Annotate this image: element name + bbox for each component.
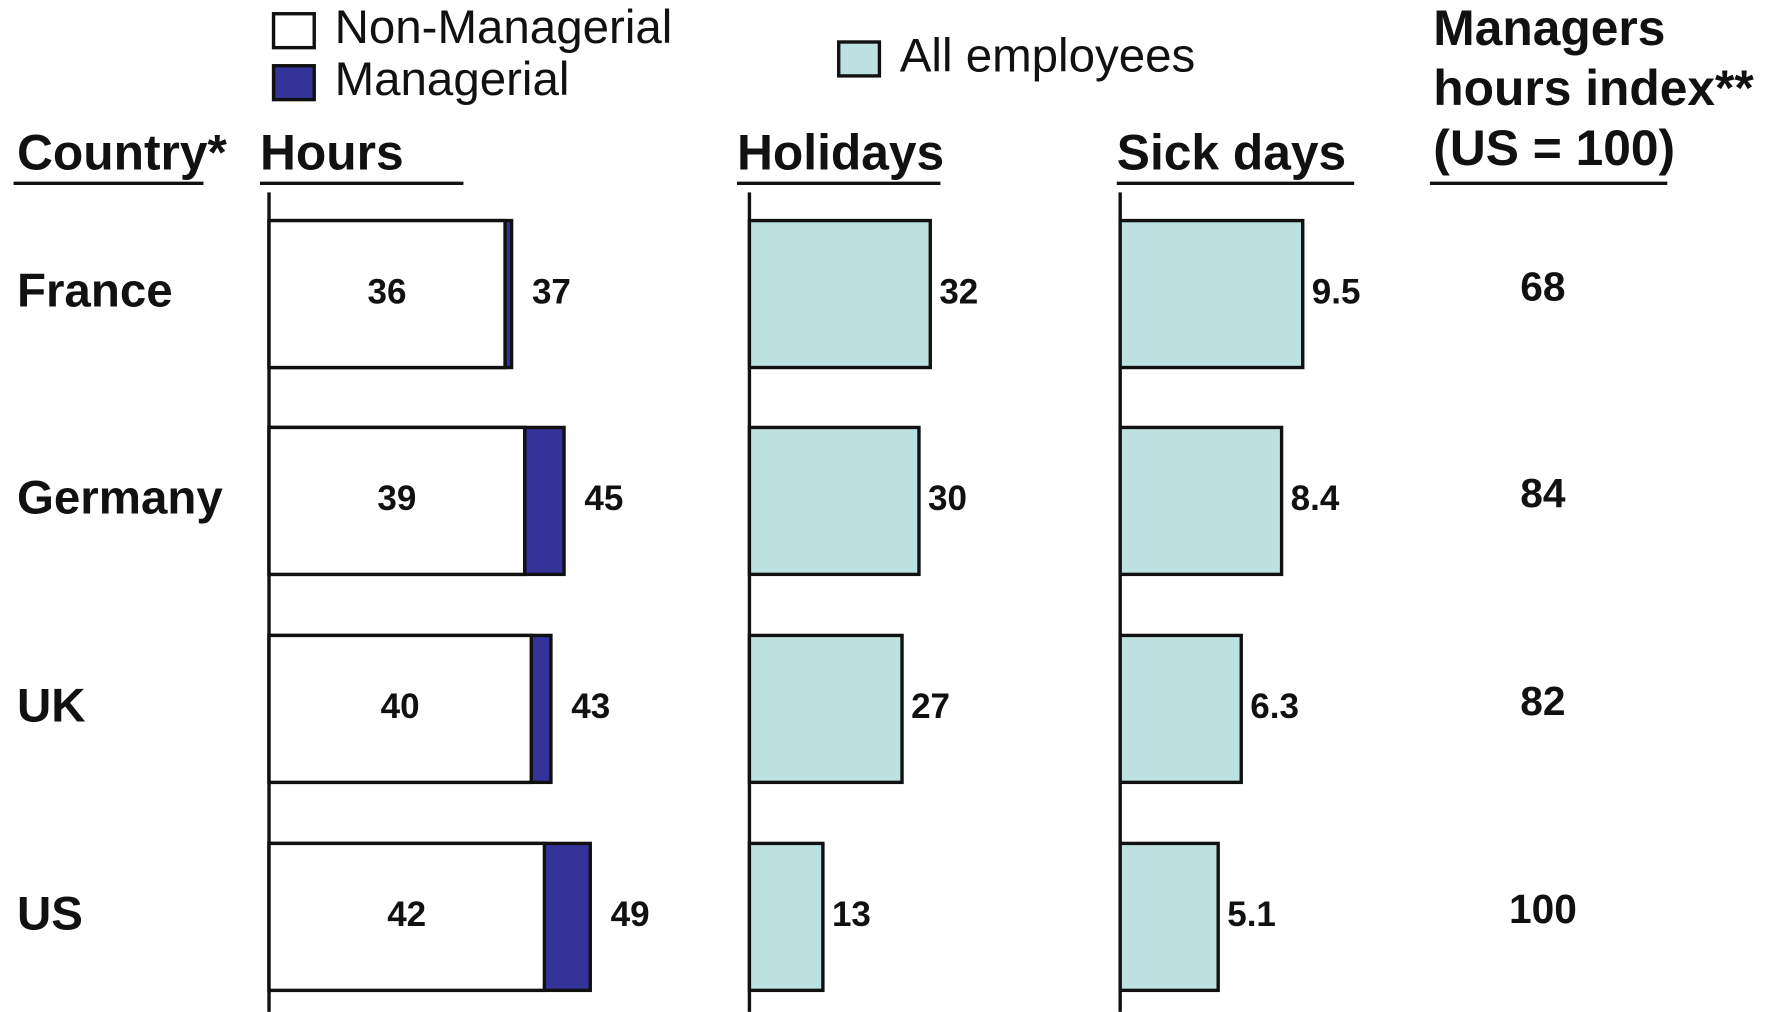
index-header: Managers (1433, 0, 1665, 56)
category-label: UK (17, 679, 86, 732)
legend-swatch (837, 40, 882, 78)
bar (1118, 841, 1220, 993)
bar (1118, 425, 1284, 577)
index-value: 84 (1520, 470, 1566, 516)
index-value: 68 (1520, 263, 1565, 309)
country-header: Country* (17, 124, 228, 180)
legend-swatch (271, 12, 316, 50)
category-label: US (17, 887, 83, 940)
index-header: (US = 100) (1433, 120, 1675, 176)
value-label: 13 (832, 895, 871, 934)
legend-label: Managerial (335, 53, 570, 106)
value-label: 49 (611, 895, 650, 934)
legend-swatch (271, 64, 316, 102)
index-header: hours index** (1433, 60, 1754, 116)
bar (747, 425, 921, 577)
value-label: 43 (571, 687, 610, 726)
value-label: 45 (584, 479, 623, 518)
bar (1118, 218, 1305, 370)
value-label: 37 (532, 272, 571, 311)
category-label: Germany (17, 471, 223, 524)
bar (267, 633, 533, 785)
legend-label: Non-Managerial (335, 1, 673, 54)
bar (267, 218, 507, 370)
bar (747, 841, 825, 993)
value-label: 32 (939, 272, 978, 311)
value-label: 36 (368, 272, 407, 311)
value-label: 42 (387, 895, 426, 934)
index-value: 100 (1509, 886, 1577, 932)
value-label: 27 (911, 687, 950, 726)
panel-title: Holidays (737, 124, 944, 180)
legend-label: All employees (900, 29, 1196, 82)
value-label: 9.5 (1312, 272, 1361, 311)
bar (1118, 633, 1243, 785)
value-label: 6.3 (1250, 687, 1299, 726)
panel-title: Sick days (1117, 124, 1346, 180)
value-label: 30 (928, 479, 967, 518)
category-label: France (17, 265, 173, 318)
value-label: 5.1 (1227, 895, 1276, 934)
value-label: 39 (377, 479, 416, 518)
bar (747, 218, 932, 370)
value-label: 40 (381, 687, 420, 726)
panel-title: Hours (260, 124, 404, 180)
value-label: 8.4 (1291, 479, 1340, 518)
bar (747, 633, 904, 785)
index-value: 82 (1520, 678, 1565, 724)
bar (267, 841, 547, 993)
bar (267, 425, 527, 577)
